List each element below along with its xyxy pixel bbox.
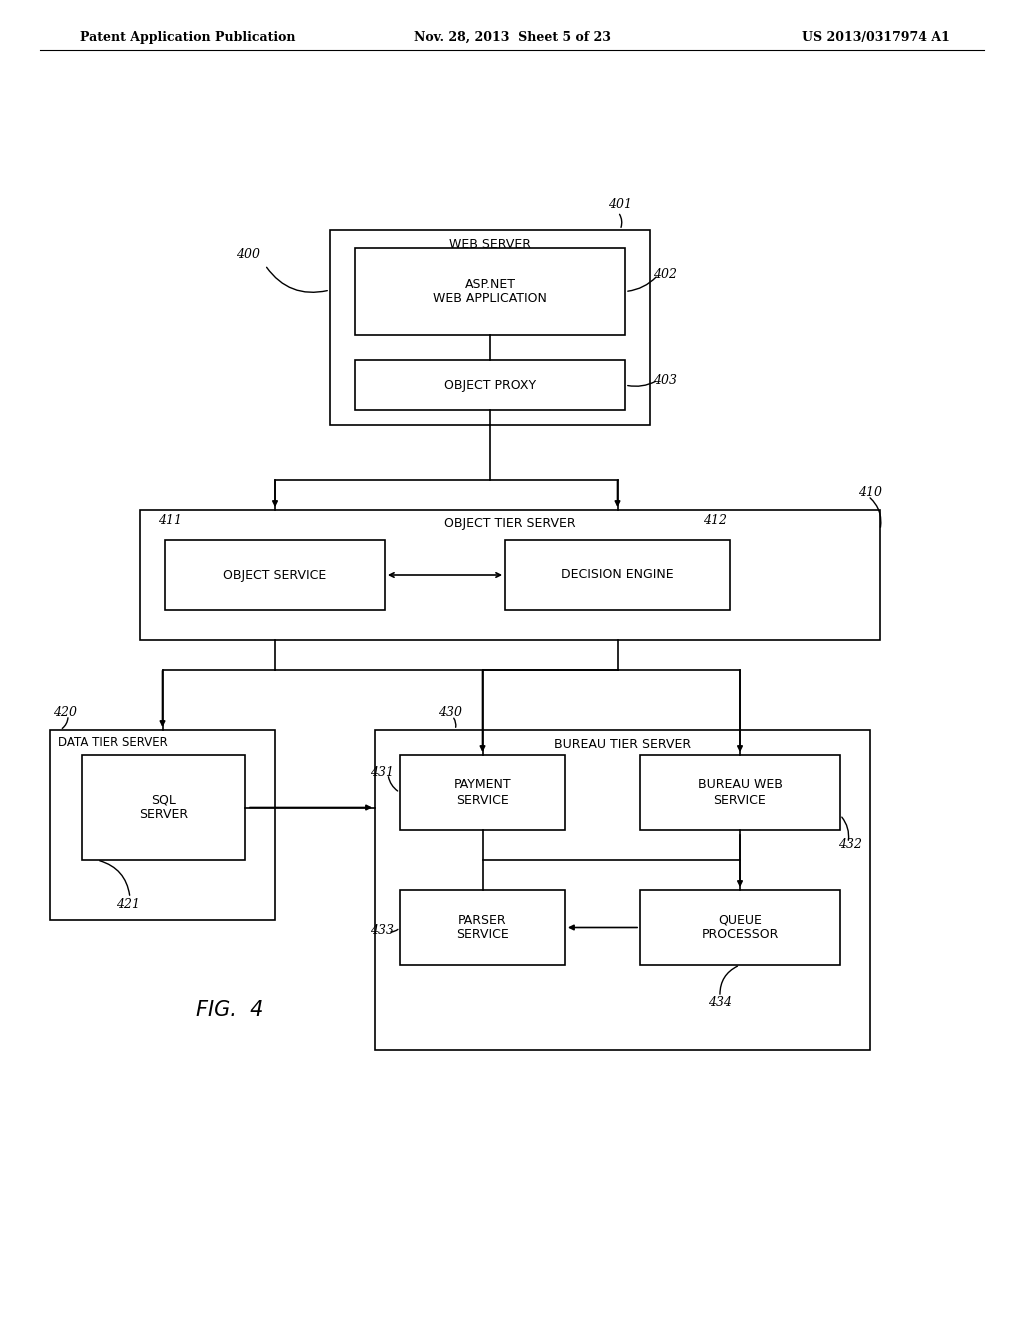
Bar — [400, 890, 565, 965]
Text: 402: 402 — [653, 268, 677, 281]
Text: BUREAU WEB
SERVICE: BUREAU WEB SERVICE — [697, 779, 782, 807]
Text: Patent Application Publication: Patent Application Publication — [80, 30, 296, 44]
Text: OBJECT SERVICE: OBJECT SERVICE — [223, 569, 327, 582]
Text: 411: 411 — [158, 513, 182, 527]
Text: 420: 420 — [53, 705, 77, 718]
Text: 434: 434 — [708, 995, 732, 1008]
Bar — [375, 730, 870, 1049]
Text: 421: 421 — [116, 899, 140, 912]
Text: OBJECT TIER SERVER: OBJECT TIER SERVER — [444, 517, 575, 531]
Bar — [640, 755, 840, 830]
Text: Nov. 28, 2013  Sheet 5 of 23: Nov. 28, 2013 Sheet 5 of 23 — [414, 30, 610, 44]
Bar — [640, 890, 840, 965]
Text: FIG.  4: FIG. 4 — [197, 1001, 264, 1020]
Text: 432: 432 — [838, 838, 862, 851]
Text: ASP.NET
WEB APPLICATION: ASP.NET WEB APPLICATION — [433, 277, 547, 305]
Text: SQL
SERVER: SQL SERVER — [139, 793, 188, 821]
Bar — [82, 755, 245, 861]
Text: US 2013/0317974 A1: US 2013/0317974 A1 — [802, 30, 950, 44]
Bar — [355, 360, 625, 411]
Text: DATA TIER SERVER: DATA TIER SERVER — [58, 735, 168, 748]
Text: BUREAU TIER SERVER: BUREAU TIER SERVER — [554, 738, 691, 751]
Text: 433: 433 — [370, 924, 394, 936]
Text: 403: 403 — [653, 374, 677, 387]
Bar — [50, 730, 275, 920]
Text: QUEUE
PROCESSOR: QUEUE PROCESSOR — [701, 913, 778, 941]
Text: 401: 401 — [608, 198, 632, 211]
Text: WEB SERVER: WEB SERVER — [449, 238, 531, 251]
Bar — [140, 510, 880, 640]
Text: PARSER
SERVICE: PARSER SERVICE — [456, 913, 509, 941]
Bar — [505, 540, 730, 610]
Text: 431: 431 — [370, 766, 394, 779]
Text: 410: 410 — [858, 486, 882, 499]
Bar — [400, 755, 565, 830]
Bar — [330, 230, 650, 425]
Bar — [355, 248, 625, 335]
Text: 412: 412 — [703, 513, 727, 527]
Bar — [165, 540, 385, 610]
Text: OBJECT PROXY: OBJECT PROXY — [444, 379, 536, 392]
Text: DECISION ENGINE: DECISION ENGINE — [561, 569, 674, 582]
Text: 430: 430 — [438, 705, 462, 718]
Text: 400: 400 — [236, 248, 260, 261]
Text: PAYMENT
SERVICE: PAYMENT SERVICE — [454, 779, 511, 807]
